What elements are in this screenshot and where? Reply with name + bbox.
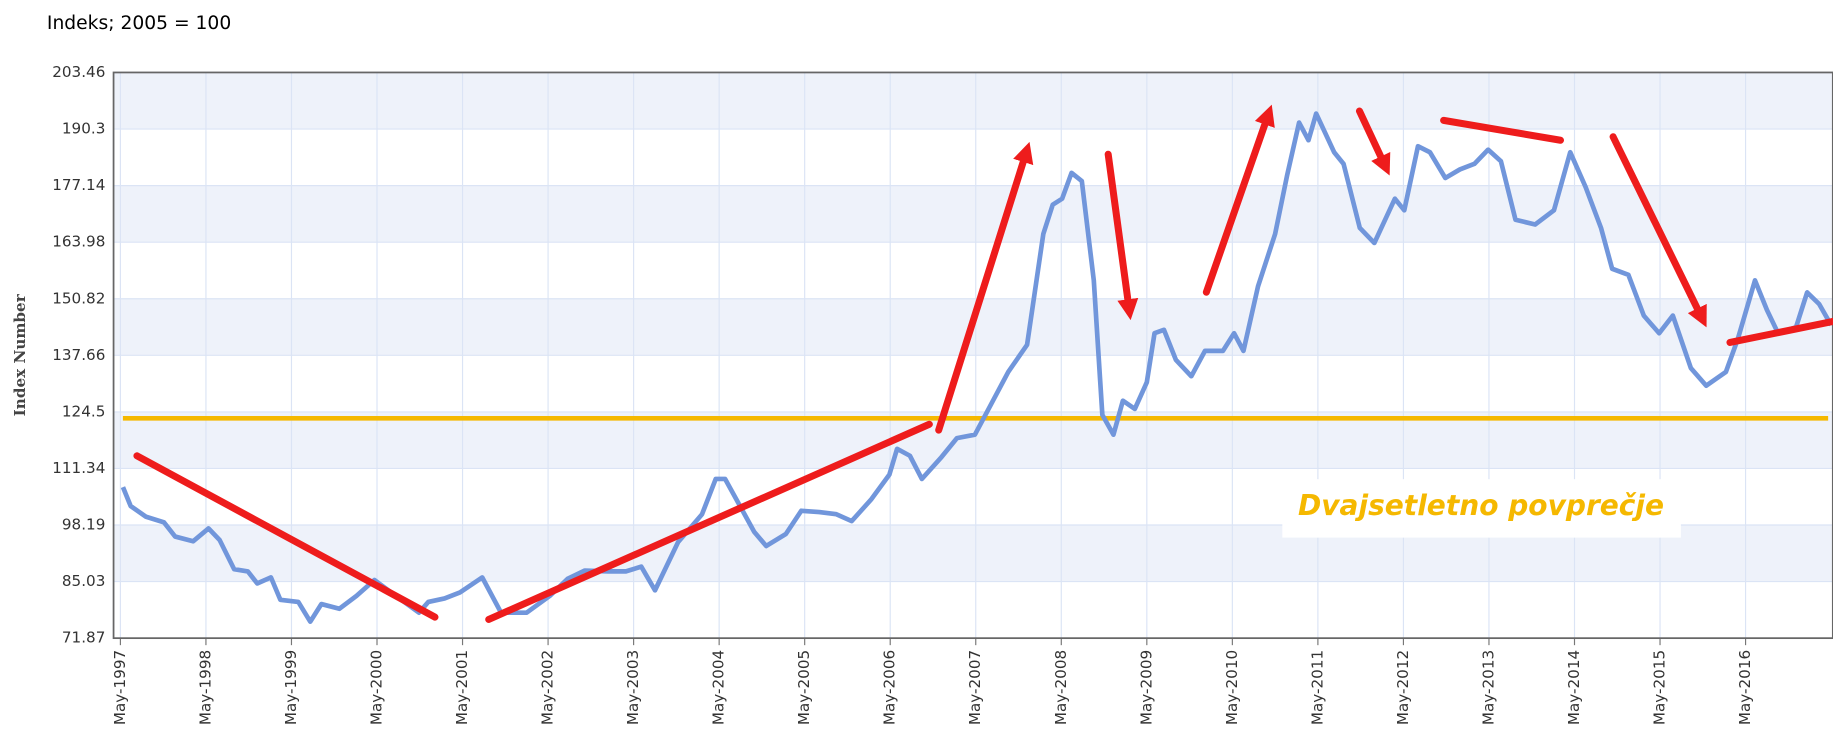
- x-tick-label: May-1999: [282, 650, 300, 725]
- grid-band: [113, 411, 1833, 469]
- x-tick-label: May-2012: [1394, 650, 1412, 725]
- trend-arrow: [1104, 150, 1139, 321]
- y-tick-label: 71.87: [62, 629, 105, 647]
- trend-arrow: [1355, 107, 1391, 176]
- trend-arrows: [133, 104, 1833, 623]
- x-tick-label: May-2011: [1308, 650, 1326, 725]
- x-tick-label: May-2002: [539, 650, 557, 725]
- y-tick-label: 137.66: [52, 346, 105, 364]
- plot-area: 71.87 85.03 98.19 111.34 124.5 137.66 150.82 16…: [52, 63, 1833, 725]
- x-tick-label: May-2016: [1736, 650, 1754, 725]
- annotation: Dvajsetletno povprečje: [1298, 489, 1664, 522]
- x-tick-label: May-2004: [710, 650, 728, 725]
- x-tick-label: May-2015: [1651, 650, 1669, 725]
- x-tick-label: May-2010: [1223, 650, 1241, 725]
- y-tick-label: 111.34: [52, 459, 105, 477]
- x-tick-label: May-2008: [1052, 650, 1070, 725]
- x-tick-label: May-1998: [196, 650, 214, 725]
- y-tick-label: 163.98: [52, 233, 105, 251]
- y-tick-label: 124.5: [62, 402, 105, 420]
- y-tick-label: 177.14: [52, 176, 105, 194]
- trend-line: [133, 452, 439, 621]
- y-axis-label: Index Number: [11, 293, 29, 416]
- x-tick-label: May-2003: [624, 650, 642, 725]
- grid-band: [113, 72, 1833, 130]
- x-tick-label: May-2014: [1565, 650, 1583, 725]
- trend-arrow: [935, 141, 1034, 434]
- y-tick-label: 190.3: [62, 120, 105, 138]
- x-tick-label: May-2000: [368, 650, 386, 725]
- x-tick-label: May-2007: [966, 650, 984, 725]
- y-tick-label: 150.82: [52, 289, 105, 307]
- trend-arrow: [1609, 133, 1707, 328]
- x-tick-label: May-2005: [795, 650, 813, 725]
- y-tick-label: 85.03: [62, 572, 105, 590]
- trend-line: [1440, 116, 1564, 144]
- x-tick-label: May-2006: [881, 650, 899, 725]
- annotation-box: [1282, 479, 1681, 538]
- y-tick-label: 98.19: [62, 516, 105, 534]
- x-tick-label: May-2009: [1137, 650, 1155, 725]
- trend-arrow: [1202, 104, 1275, 296]
- trend-line: [1726, 317, 1833, 346]
- trend-line: [485, 420, 933, 623]
- x-tick-label: May-2013: [1479, 650, 1497, 725]
- x-tick-label: May-2001: [453, 650, 471, 725]
- y-tick-label: 203.46: [52, 63, 105, 81]
- x-tick-label: May-1997: [111, 650, 129, 725]
- chart-title: Indeks; 2005 = 100: [47, 13, 231, 34]
